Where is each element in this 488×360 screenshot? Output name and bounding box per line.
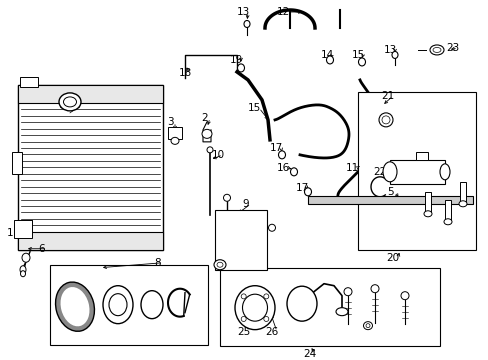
Text: 15: 15 [247, 103, 260, 113]
Ellipse shape [391, 51, 397, 58]
Ellipse shape [326, 56, 333, 64]
Ellipse shape [235, 286, 274, 330]
Text: 18: 18 [178, 68, 191, 78]
Bar [415, 152, 427, 160]
Bar [168, 127, 182, 139]
Ellipse shape [268, 224, 275, 231]
Ellipse shape [241, 316, 245, 321]
Bar [18, 232, 163, 250]
Ellipse shape [244, 21, 249, 27]
Text: 19: 19 [229, 55, 242, 65]
Bar [215, 210, 266, 270]
Text: 2: 2 [201, 113, 208, 123]
Ellipse shape [423, 211, 431, 217]
Ellipse shape [22, 253, 30, 262]
Ellipse shape [381, 116, 389, 124]
Text: 26: 26 [265, 327, 278, 337]
Bar [307, 196, 472, 204]
Text: 24: 24 [303, 348, 316, 359]
Text: 17: 17 [295, 183, 308, 193]
Bar [424, 192, 430, 212]
Text: 17: 17 [269, 143, 282, 153]
Bar [459, 182, 465, 202]
Text: 20: 20 [386, 253, 399, 263]
Text: 7: 7 [68, 94, 75, 104]
Text: 12: 12 [276, 7, 289, 17]
Bar [50, 265, 207, 345]
Ellipse shape [429, 45, 443, 55]
Text: 23: 23 [446, 43, 459, 53]
Ellipse shape [286, 286, 316, 321]
Ellipse shape [223, 194, 230, 201]
Text: 9: 9 [242, 199, 249, 209]
Text: 15: 15 [351, 50, 364, 60]
Text: 3: 3 [166, 117, 173, 127]
Ellipse shape [400, 292, 408, 300]
Ellipse shape [202, 129, 212, 138]
Ellipse shape [171, 138, 179, 144]
Bar [444, 200, 450, 220]
Text: 22: 22 [373, 167, 386, 177]
Ellipse shape [304, 188, 311, 196]
Text: 10: 10 [211, 150, 224, 160]
Ellipse shape [382, 162, 396, 182]
Text: 8: 8 [154, 258, 161, 268]
Ellipse shape [443, 219, 451, 225]
Ellipse shape [63, 97, 76, 107]
Ellipse shape [237, 64, 244, 72]
Ellipse shape [365, 324, 369, 328]
Ellipse shape [432, 48, 440, 53]
Ellipse shape [242, 294, 267, 321]
Text: 25: 25 [237, 327, 250, 337]
Ellipse shape [20, 266, 26, 274]
Ellipse shape [56, 282, 94, 331]
Bar [12, 152, 22, 174]
Bar [14, 220, 32, 238]
Ellipse shape [363, 322, 372, 330]
Ellipse shape [343, 288, 351, 296]
Text: 13: 13 [383, 45, 396, 55]
Ellipse shape [61, 287, 89, 326]
Text: 14: 14 [320, 50, 333, 60]
Bar [20, 77, 38, 87]
Ellipse shape [214, 260, 225, 270]
Ellipse shape [335, 308, 347, 316]
Text: 1: 1 [7, 228, 13, 238]
Ellipse shape [263, 316, 268, 321]
Ellipse shape [20, 271, 25, 277]
Ellipse shape [109, 294, 127, 316]
Ellipse shape [141, 291, 163, 319]
Ellipse shape [217, 262, 223, 267]
Text: 21: 21 [381, 91, 394, 101]
Bar [220, 268, 439, 346]
Ellipse shape [263, 294, 268, 299]
Text: 4: 4 [253, 253, 260, 263]
Text: 6: 6 [39, 244, 45, 254]
Bar [389, 160, 444, 184]
Ellipse shape [206, 147, 213, 153]
Text: 13: 13 [236, 7, 249, 17]
Ellipse shape [370, 285, 378, 293]
Text: 11: 11 [345, 163, 358, 173]
Ellipse shape [458, 201, 466, 207]
Bar [18, 85, 163, 250]
Ellipse shape [59, 93, 81, 111]
Bar [18, 85, 163, 103]
Ellipse shape [241, 294, 245, 299]
Ellipse shape [290, 168, 297, 176]
Bar [357, 92, 475, 250]
Ellipse shape [378, 113, 392, 127]
Ellipse shape [103, 286, 133, 324]
Text: 16: 16 [276, 163, 289, 173]
Ellipse shape [278, 151, 285, 159]
Ellipse shape [358, 58, 365, 66]
Ellipse shape [439, 164, 449, 180]
Text: 5: 5 [386, 187, 392, 197]
